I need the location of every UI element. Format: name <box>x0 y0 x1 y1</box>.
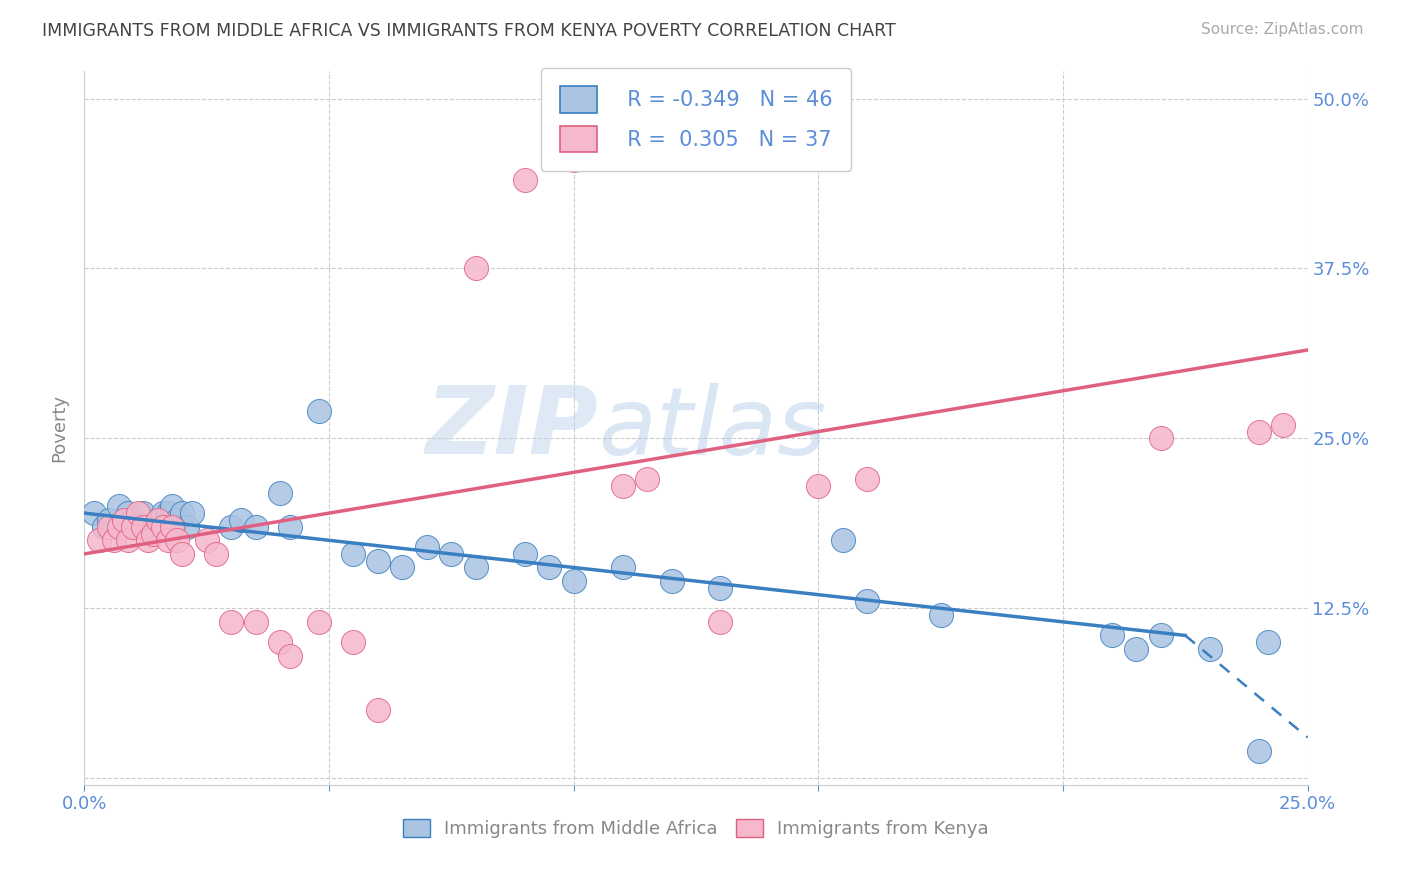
Point <box>245 615 267 629</box>
Point <box>367 554 389 568</box>
Point <box>142 519 165 533</box>
Point <box>513 173 536 187</box>
Point <box>562 153 585 167</box>
Point <box>269 485 291 500</box>
Point <box>308 615 330 629</box>
Point <box>166 533 188 548</box>
Point <box>107 500 129 514</box>
Text: Source: ZipAtlas.com: Source: ZipAtlas.com <box>1201 22 1364 37</box>
Point <box>709 581 731 595</box>
Point <box>146 513 169 527</box>
Point <box>107 519 129 533</box>
Point <box>856 594 879 608</box>
Point <box>391 560 413 574</box>
Point <box>162 500 184 514</box>
Point <box>929 608 952 623</box>
Point <box>93 519 115 533</box>
Point <box>132 506 155 520</box>
Point <box>172 547 194 561</box>
Point <box>152 506 174 520</box>
Point <box>278 648 301 663</box>
Point <box>122 519 145 533</box>
Point <box>1257 635 1279 649</box>
Point <box>464 261 486 276</box>
Point <box>562 574 585 588</box>
Point <box>117 506 139 520</box>
Point <box>538 560 561 574</box>
Point <box>612 560 634 574</box>
Point <box>342 547 364 561</box>
Point <box>87 533 110 548</box>
Point <box>807 479 830 493</box>
Point <box>367 703 389 717</box>
Point <box>103 533 125 548</box>
Point <box>152 519 174 533</box>
Point <box>122 513 145 527</box>
Point <box>83 506 105 520</box>
Point <box>156 506 179 520</box>
Point <box>136 519 159 533</box>
Point <box>856 472 879 486</box>
Point <box>112 519 135 533</box>
Point <box>142 526 165 541</box>
Point <box>440 547 463 561</box>
Legend: Immigrants from Middle Africa, Immigrants from Kenya: Immigrants from Middle Africa, Immigrant… <box>394 810 998 847</box>
Text: ZIP: ZIP <box>425 382 598 475</box>
Point <box>1247 744 1270 758</box>
Point <box>416 540 439 554</box>
Y-axis label: Poverty: Poverty <box>51 394 69 462</box>
Text: atlas: atlas <box>598 383 827 474</box>
Point <box>245 519 267 533</box>
Point <box>176 519 198 533</box>
Point <box>1198 642 1220 657</box>
Point <box>709 615 731 629</box>
Point <box>464 560 486 574</box>
Point <box>195 533 218 548</box>
Point <box>269 635 291 649</box>
Point <box>278 519 301 533</box>
Point <box>1150 628 1173 642</box>
Point <box>162 519 184 533</box>
Point <box>636 472 658 486</box>
Point <box>831 533 853 548</box>
Point <box>166 513 188 527</box>
Point <box>1247 425 1270 439</box>
Point <box>181 506 204 520</box>
Point <box>97 519 120 533</box>
Point <box>612 479 634 493</box>
Point <box>1150 431 1173 445</box>
Point <box>308 404 330 418</box>
Point <box>229 513 252 527</box>
Point <box>661 574 683 588</box>
Point <box>132 519 155 533</box>
Point <box>156 533 179 548</box>
Point <box>112 513 135 527</box>
Point <box>117 533 139 548</box>
Point <box>97 513 120 527</box>
Point <box>146 513 169 527</box>
Point <box>1125 642 1147 657</box>
Point <box>136 533 159 548</box>
Point <box>219 519 242 533</box>
Point <box>1101 628 1123 642</box>
Point <box>513 547 536 561</box>
Point <box>342 635 364 649</box>
Point <box>1272 417 1295 432</box>
Point <box>205 547 228 561</box>
Point <box>127 506 149 520</box>
Point <box>172 506 194 520</box>
Point <box>219 615 242 629</box>
Point <box>127 519 149 533</box>
Text: IMMIGRANTS FROM MIDDLE AFRICA VS IMMIGRANTS FROM KENYA POVERTY CORRELATION CHART: IMMIGRANTS FROM MIDDLE AFRICA VS IMMIGRA… <box>42 22 896 40</box>
